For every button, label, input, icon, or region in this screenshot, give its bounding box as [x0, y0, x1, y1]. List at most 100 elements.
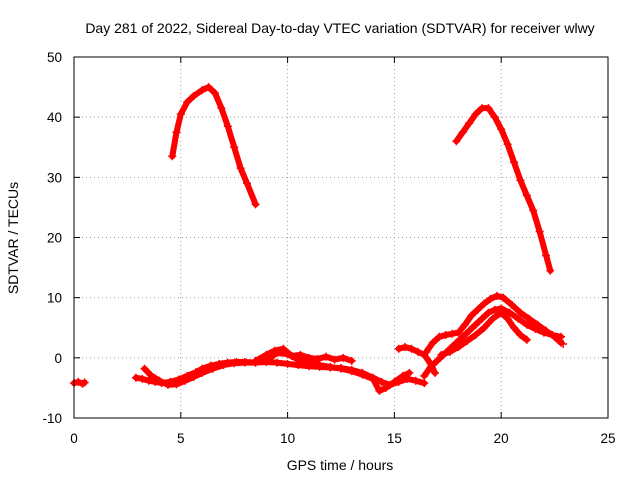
- data-point: [471, 330, 480, 339]
- data-point: [236, 164, 245, 173]
- data-point: [172, 128, 181, 137]
- y-tick-label: 0: [54, 351, 62, 366]
- data-point: [441, 330, 450, 339]
- data-point: [559, 339, 568, 348]
- data-point: [283, 359, 292, 368]
- data-point: [80, 378, 89, 387]
- data-point: [337, 364, 345, 373]
- data-point: [198, 86, 207, 95]
- data-point: [315, 361, 324, 370]
- data-point: [405, 368, 414, 377]
- data-point: [240, 358, 249, 367]
- data-point: [181, 376, 190, 385]
- data-point: [480, 299, 489, 308]
- grid-lines: [74, 57, 608, 418]
- data-point: [168, 152, 177, 161]
- data-point: [516, 330, 525, 339]
- y-tick-label: -10: [42, 411, 62, 426]
- x-tick-label: 25: [600, 431, 615, 446]
- data-point: [138, 374, 147, 383]
- y-axis-label: SDTVAR / TECUs: [5, 182, 21, 294]
- data-point: [452, 137, 461, 146]
- data-point: [467, 311, 476, 320]
- data-point: [522, 335, 531, 344]
- x-axis-label: GPS time / hours: [287, 457, 394, 473]
- data-point: [272, 358, 281, 367]
- data-point: [490, 305, 499, 314]
- data-point: [460, 320, 469, 329]
- data-point: [435, 332, 444, 341]
- data-point: [535, 227, 544, 236]
- data-point: [514, 314, 523, 323]
- data-point: [471, 320, 480, 329]
- data-point: [210, 89, 219, 98]
- data-point: [522, 320, 531, 329]
- data-point: [347, 356, 356, 365]
- data-point: [339, 353, 348, 362]
- data-point: [433, 356, 442, 365]
- data-point: [146, 371, 155, 380]
- data-point: [420, 379, 429, 388]
- series-rise-2: [422, 291, 566, 356]
- data-point: [437, 350, 446, 359]
- data-point: [426, 362, 435, 371]
- data-point: [217, 104, 226, 113]
- data-point: [183, 98, 192, 107]
- data-point: [473, 305, 482, 314]
- x-tick-label: 20: [494, 431, 509, 446]
- data-point: [140, 364, 149, 373]
- data-point: [369, 374, 378, 383]
- data-point: [204, 83, 213, 92]
- data-point: [458, 332, 467, 341]
- data-point: [407, 344, 416, 353]
- data-point: [176, 110, 185, 119]
- data-point: [503, 314, 512, 323]
- data-point: [465, 326, 474, 335]
- data-point: [347, 367, 356, 376]
- data-point: [497, 125, 506, 134]
- data-point: [454, 343, 463, 352]
- data-point: [230, 359, 239, 368]
- data-point: [533, 320, 542, 329]
- x-tick-label: 0: [70, 431, 78, 446]
- series-rise-3: [437, 308, 531, 359]
- data-point: [189, 373, 198, 382]
- data-point: [550, 332, 559, 341]
- x-tick-label: 15: [387, 431, 402, 446]
- axis-ticks: 0 5 10 15 20 25 -10 0 10 20 30 40 50: [42, 50, 615, 446]
- data-point: [304, 353, 313, 362]
- data-point: [401, 343, 410, 352]
- data-point: [458, 128, 467, 137]
- data-point: [546, 266, 555, 275]
- data-point: [484, 104, 493, 113]
- data-point: [326, 362, 335, 371]
- data-point: [454, 328, 463, 337]
- data-point: [398, 371, 407, 380]
- series-low-c: [251, 344, 356, 365]
- series-tail: [559, 339, 568, 348]
- data-point: [377, 377, 386, 386]
- data-point: [465, 119, 474, 128]
- data-point: [230, 143, 239, 152]
- data-point: [445, 347, 454, 356]
- y-tick-label: 20: [47, 231, 62, 246]
- data-point: [172, 380, 181, 389]
- data-point: [477, 314, 486, 323]
- y-tick-label: 30: [47, 170, 62, 185]
- data-point: [507, 300, 516, 309]
- data-point: [375, 386, 384, 395]
- data-point: [480, 323, 489, 332]
- data-point: [219, 361, 228, 370]
- data-point: [503, 140, 512, 149]
- data-point: [413, 347, 422, 356]
- x-tick-label: 10: [280, 431, 295, 446]
- y-tick-label: 10: [47, 291, 62, 306]
- series-line: [438, 309, 530, 358]
- data-point: [510, 323, 519, 332]
- data-point: [223, 122, 232, 131]
- series-arc-2: [452, 104, 555, 275]
- data-point: [516, 176, 525, 185]
- data-point: [428, 338, 437, 347]
- data-point: [287, 352, 296, 361]
